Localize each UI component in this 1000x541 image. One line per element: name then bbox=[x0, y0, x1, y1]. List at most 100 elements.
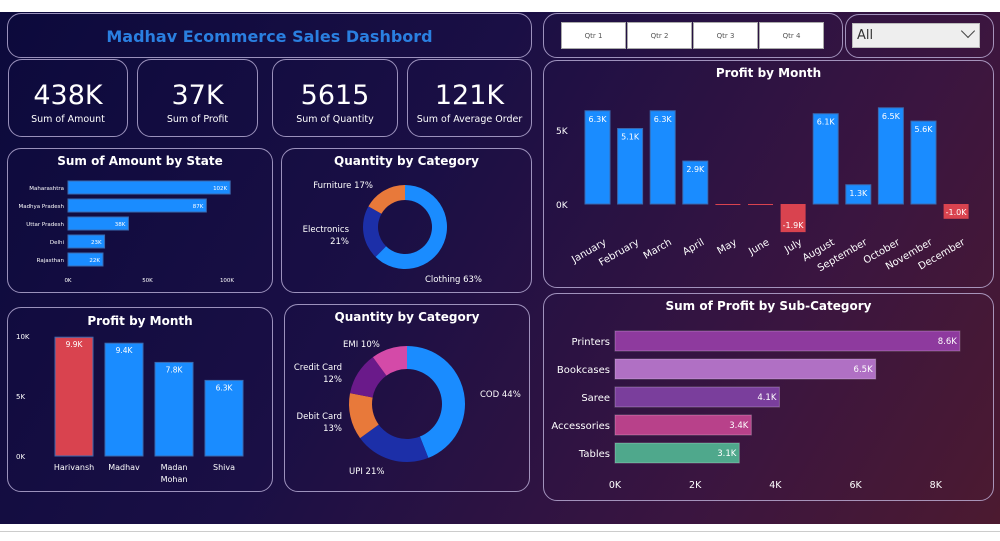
bar bbox=[617, 128, 644, 205]
category-label: July bbox=[782, 237, 804, 256]
category-label: Saree bbox=[581, 393, 610, 404]
data-label: 6.1K bbox=[817, 118, 836, 127]
qtr-1-button[interactable]: Qtr 1 bbox=[561, 22, 626, 49]
payment-panel: Quantity by Category bbox=[284, 304, 530, 492]
bar bbox=[780, 204, 806, 233]
bar bbox=[67, 216, 129, 231]
data-label: 6.5K bbox=[882, 112, 901, 121]
data-label: 9.9K bbox=[66, 340, 84, 349]
data-label: 1.3K bbox=[849, 189, 868, 198]
slice-label: UPI 21% bbox=[349, 467, 384, 477]
slice-label: 21% bbox=[330, 237, 349, 247]
axis-tick: 4K bbox=[769, 480, 782, 491]
donut-slice bbox=[372, 346, 407, 376]
axis-tick: 0K bbox=[556, 201, 569, 211]
qtr-3-button[interactable]: Qtr 3 bbox=[693, 22, 758, 49]
slice-label: Furniture 17% bbox=[313, 181, 373, 191]
data-label: 4.1K bbox=[757, 393, 777, 403]
bar bbox=[910, 120, 937, 205]
bar bbox=[154, 361, 194, 457]
category-panel: Quantity by Category bbox=[281, 148, 532, 293]
data-label: 8.6K bbox=[938, 337, 958, 347]
donut-slice bbox=[375, 185, 448, 270]
chart-title: Profit by Month bbox=[715, 66, 822, 80]
slice-label: Clothing 63% bbox=[425, 275, 482, 285]
donut-slice bbox=[349, 393, 379, 439]
kpi-value: 5615 bbox=[300, 80, 370, 111]
bar bbox=[614, 358, 877, 380]
axis-tick: 2K bbox=[689, 480, 702, 491]
kpi-card: 5615 Sum of Quantity bbox=[272, 59, 398, 137]
dropdown-value: All bbox=[857, 28, 874, 43]
category-label: Harivansh bbox=[54, 463, 94, 472]
data-label: 22K bbox=[89, 258, 100, 264]
data-label: -1.0K bbox=[946, 208, 968, 217]
kpi-card: 121K Sum of Average Order bbox=[407, 59, 532, 137]
bar bbox=[614, 414, 752, 436]
data-label: 38K bbox=[115, 222, 126, 228]
category-label: Rajasthan bbox=[37, 258, 65, 264]
category-label: June bbox=[746, 237, 771, 258]
slice-label: EMI 10% bbox=[343, 340, 380, 350]
bar bbox=[845, 184, 872, 205]
axis-tick: 6K bbox=[849, 480, 862, 491]
category-label: Madhav bbox=[108, 463, 140, 472]
axis-tick: 50K bbox=[142, 278, 153, 284]
person-panel: Profit by Month bbox=[7, 307, 273, 492]
category-label: Madan bbox=[161, 463, 188, 472]
slice-label: 13% bbox=[323, 424, 342, 434]
data-label: 23K bbox=[91, 240, 102, 246]
slice-label: COD 44% bbox=[480, 390, 521, 400]
bar bbox=[682, 160, 709, 205]
bar bbox=[748, 204, 773, 205]
axis-tick: 8K bbox=[930, 480, 943, 491]
bar bbox=[67, 252, 104, 267]
month-panel: Profit by Month bbox=[543, 60, 994, 288]
bar bbox=[54, 336, 94, 457]
bar bbox=[614, 386, 780, 408]
filter-slicer: All bbox=[845, 14, 994, 58]
page-title: Madhav Ecommerce Sales Dashbord bbox=[106, 27, 433, 46]
kpi-label: Sum of Amount bbox=[31, 114, 105, 125]
donut-slice bbox=[360, 424, 429, 462]
kpi-card: 438K Sum of Amount bbox=[8, 59, 128, 137]
data-label: -1.9K bbox=[783, 221, 805, 230]
bar bbox=[943, 204, 969, 219]
category-label: April bbox=[681, 237, 706, 258]
axis-tick: 100K bbox=[220, 278, 234, 284]
quarter-slicer: Qtr 1 Qtr 2 Qtr 3 Qtr 4 bbox=[543, 13, 843, 58]
category-label: Maharashtra bbox=[29, 186, 64, 192]
divider bbox=[0, 531, 1000, 532]
state-panel: Sum of Amount by State bbox=[7, 148, 273, 293]
bar bbox=[67, 234, 106, 249]
category-label: Printers bbox=[572, 337, 610, 348]
donut-slice bbox=[350, 357, 387, 398]
chart-title: Quantity by Category bbox=[334, 154, 479, 168]
category-label: Uttar Pradesh bbox=[26, 222, 64, 228]
donut-slice bbox=[363, 206, 387, 257]
category-label: Bookcases bbox=[557, 365, 610, 376]
kpi-label: Sum of Profit bbox=[166, 114, 229, 125]
kpi-value: 438K bbox=[33, 80, 103, 111]
axis-tick: 0K bbox=[16, 453, 25, 461]
data-label: 3.4K bbox=[729, 421, 749, 431]
kpi-value: 37K bbox=[171, 80, 224, 111]
donut-slice bbox=[368, 185, 405, 214]
bar bbox=[614, 330, 961, 352]
axis-tick: 5K bbox=[556, 127, 569, 137]
subcategory-panel: Sum of Profit by Sub-Category bbox=[543, 293, 994, 501]
chart-title: Profit by Month bbox=[87, 314, 193, 328]
bar bbox=[584, 110, 611, 205]
bar bbox=[812, 113, 839, 205]
slice-label: Debit Card bbox=[297, 412, 342, 422]
data-label: 9.4K bbox=[116, 346, 134, 355]
qtr-4-button[interactable]: Qtr 4 bbox=[759, 22, 824, 49]
axis-tick: 10K bbox=[16, 333, 30, 341]
slice-label: 12% bbox=[323, 375, 342, 385]
category-label: March bbox=[642, 237, 674, 262]
slice-label: Credit Card bbox=[294, 363, 342, 373]
bar bbox=[877, 107, 904, 205]
qtr-2-button[interactable]: Qtr 2 bbox=[627, 22, 692, 49]
filter-dropdown[interactable]: All bbox=[852, 23, 980, 48]
